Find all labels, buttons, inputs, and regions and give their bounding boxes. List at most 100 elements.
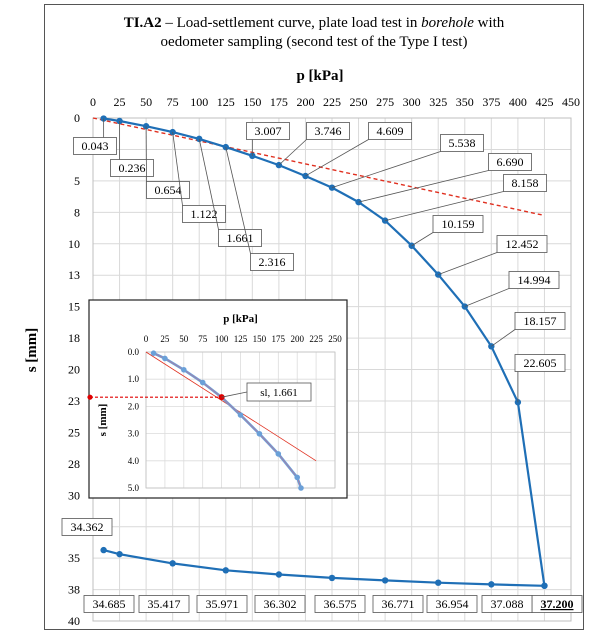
data-label-box bbox=[246, 122, 290, 140]
data-label: 22.605 bbox=[524, 356, 557, 370]
data-label: 2.316 bbox=[259, 255, 286, 269]
data-label: 34.362 bbox=[71, 520, 104, 534]
label-leader bbox=[464, 288, 510, 307]
inset-x-tick-label: 25 bbox=[160, 334, 170, 344]
x-tick-label: 125 bbox=[217, 95, 235, 109]
data-label: 4.609 bbox=[377, 124, 404, 138]
inset-x-tick-label: 175 bbox=[272, 334, 286, 344]
label-leader bbox=[438, 252, 498, 275]
title-code: TI.A2 bbox=[123, 15, 162, 31]
inset-x-axis-label: p [kPa] bbox=[223, 313, 258, 325]
x-tick-label: 425 bbox=[535, 95, 553, 109]
y-tick-label: 35 bbox=[68, 551, 80, 565]
data-label: 10.159 bbox=[442, 217, 475, 231]
x-tick-label: 225 bbox=[323, 95, 341, 109]
unloading-point bbox=[381, 577, 389, 584]
data-label-box bbox=[254, 595, 306, 613]
inset-y-tick-label: 0.0 bbox=[128, 347, 140, 357]
data-label: 36.302 bbox=[264, 597, 297, 611]
chart-frame bbox=[44, 4, 584, 630]
inset-x-tick-label: 75 bbox=[198, 334, 208, 344]
inset-point bbox=[298, 485, 304, 491]
inset-point bbox=[237, 412, 244, 418]
x-tick-label: 300 bbox=[403, 95, 421, 109]
y-tick-label: 5 bbox=[74, 174, 80, 188]
data-label-box bbox=[426, 595, 478, 613]
loading-point bbox=[381, 217, 389, 224]
x-tick-label: 375 bbox=[482, 95, 500, 109]
data-label: 37.200 bbox=[541, 597, 574, 611]
inset-x-tick-label: 100 bbox=[215, 334, 229, 344]
data-label: 0.236 bbox=[119, 161, 146, 175]
title-text-end: with bbox=[473, 15, 505, 31]
label-leader bbox=[305, 139, 369, 177]
inset-point bbox=[256, 430, 263, 437]
inset-x-tick-label: 225 bbox=[309, 334, 323, 344]
x-tick-label: 0 bbox=[90, 95, 96, 109]
data-label-box bbox=[73, 137, 117, 155]
data-label-box bbox=[110, 159, 154, 177]
inset-x-tick-label: 125 bbox=[234, 334, 248, 344]
label-leader bbox=[491, 329, 516, 347]
title-italic: borehole bbox=[421, 15, 474, 31]
inset-y-tick-label: 5.0 bbox=[128, 483, 140, 493]
label-leader bbox=[358, 170, 489, 203]
inset-y-axis-label: s [mm] bbox=[97, 404, 109, 437]
y-tick-label: 10 bbox=[68, 237, 80, 251]
x-tick-label: 100 bbox=[190, 95, 208, 109]
data-label-box bbox=[503, 174, 547, 192]
unloading-point bbox=[169, 560, 176, 567]
inset-x-tick-label: 0 bbox=[144, 334, 149, 344]
inset-y-tick-label: 1.0 bbox=[128, 374, 140, 384]
inset-x-tick-label: 200 bbox=[290, 334, 304, 344]
inset-x-tick-label: 250 bbox=[328, 334, 342, 344]
unloading-point bbox=[541, 582, 548, 589]
title-text: – Load-settlement curve, plate load test… bbox=[161, 15, 422, 31]
data-label-box bbox=[83, 595, 135, 613]
data-label-box bbox=[250, 253, 294, 271]
label-leader bbox=[385, 191, 504, 221]
inset-point bbox=[199, 379, 206, 386]
data-label: 8.158 bbox=[512, 176, 539, 190]
y-tick-label: 15 bbox=[68, 300, 80, 314]
data-label: 6.690 bbox=[497, 155, 524, 169]
inset-chart: p [kPa] s [mm] 0 25 50 75 100 125 150 175 200 225 25… bbox=[87, 299, 348, 499]
y-tick-label: 30 bbox=[68, 488, 80, 502]
y-tick-label: 8 bbox=[74, 205, 80, 219]
data-label-box bbox=[218, 229, 262, 247]
unloading-point bbox=[488, 581, 495, 588]
unloading-point bbox=[222, 567, 229, 574]
y-tick-label: 38 bbox=[68, 583, 80, 597]
unloading-point bbox=[275, 571, 283, 578]
data-label-box bbox=[440, 134, 484, 152]
data-label: 3.746 bbox=[315, 124, 342, 138]
data-label-box bbox=[314, 595, 366, 613]
y-tick-label: 0 bbox=[74, 111, 80, 125]
inset-plot-area bbox=[145, 351, 336, 489]
sl-annotation: sl, 1.661 bbox=[260, 387, 298, 399]
data-label: 37.088 bbox=[491, 597, 524, 611]
data-label: 35.971 bbox=[206, 597, 239, 611]
label-leader bbox=[411, 232, 434, 247]
inset-loading-line-overlay bbox=[153, 352, 302, 489]
x-tick-label: 200 bbox=[296, 95, 314, 109]
label-leader bbox=[172, 132, 183, 206]
inset-y-tick-label: 4.0 bbox=[128, 456, 140, 466]
data-label: 35.417 bbox=[148, 597, 181, 611]
data-label-box bbox=[514, 354, 566, 372]
y-tick-label: 40 bbox=[68, 614, 80, 628]
data-label-box bbox=[368, 122, 412, 140]
data-label-box bbox=[196, 595, 248, 613]
data-label-box bbox=[182, 205, 226, 223]
x-tick-label: 325 bbox=[429, 95, 447, 109]
data-label: 0.043 bbox=[82, 139, 109, 153]
data-label-box bbox=[496, 235, 548, 253]
y-tick-label: 25 bbox=[68, 425, 80, 439]
x-tick-label: 25 bbox=[114, 95, 126, 109]
x-tick-label: 150 bbox=[243, 95, 261, 109]
data-label-box bbox=[372, 595, 424, 613]
loading-point bbox=[408, 242, 415, 249]
sl-leader bbox=[221, 391, 248, 398]
y-tick-label: 23 bbox=[68, 394, 80, 408]
chart-title: TI.A2 – Load-settlement curve, plate loa… bbox=[44, 15, 584, 32]
